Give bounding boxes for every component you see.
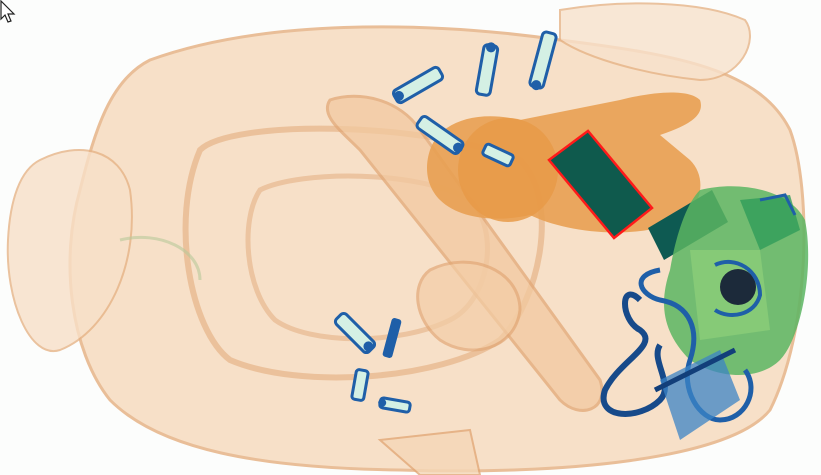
cable-loop xyxy=(600,267,754,440)
zipper-pulls xyxy=(333,30,558,414)
mouse-pointer-icon xyxy=(0,0,16,23)
detection-box xyxy=(547,129,654,240)
electronics-cluster xyxy=(664,186,809,375)
flagged-item xyxy=(547,129,654,240)
